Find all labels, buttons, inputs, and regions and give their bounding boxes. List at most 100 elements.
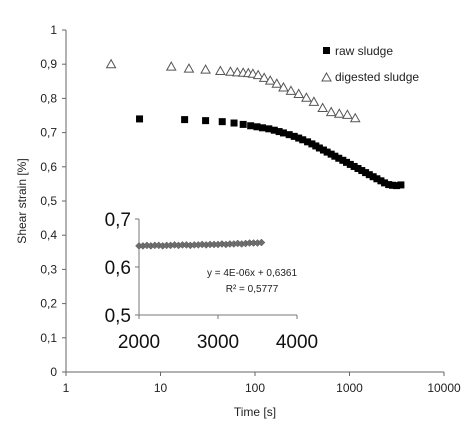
legend-digested-sludge-label: digested sludge xyxy=(335,70,419,84)
raw-sludge-point xyxy=(295,134,303,142)
x-tick-label: 100 xyxy=(245,381,265,395)
inset-point xyxy=(257,238,266,247)
legend-digested-sludge-marker xyxy=(321,71,332,82)
raw-sludge-point xyxy=(323,148,331,156)
raw-sludge-point xyxy=(362,169,370,177)
raw-sludge-point xyxy=(331,152,339,160)
raw-sludge-point xyxy=(381,179,389,187)
raw-sludge-point xyxy=(299,136,307,144)
digested-sludge-point xyxy=(285,85,297,95)
inset-series xyxy=(135,238,266,250)
raw-sludge-point xyxy=(319,146,327,154)
raw-sludge-point xyxy=(253,123,261,131)
raw-sludge-point xyxy=(304,138,312,146)
legend-raw-sludge-label: raw sludge xyxy=(335,44,393,58)
x-tick-label: 1000 xyxy=(336,381,363,395)
raw-sludge-point xyxy=(335,154,343,162)
digested-sludge-point xyxy=(105,58,117,69)
raw-sludge-point xyxy=(275,128,283,136)
raw-sludge-point xyxy=(343,158,351,166)
y-tick-label: 0,5 xyxy=(40,194,57,208)
raw-sludge-point xyxy=(388,181,396,189)
inset-r-squared: R² = 0,5777 xyxy=(226,284,279,295)
raw-sludge-point xyxy=(373,175,381,183)
digested-sludge-point xyxy=(301,92,312,102)
inset-y-tick-label: 0,7 xyxy=(105,210,131,231)
digested-sludge-point xyxy=(278,81,289,92)
raw-sludge-point xyxy=(218,118,226,126)
y-tick-label: 1 xyxy=(50,23,57,37)
y-tick-label: 0 xyxy=(50,365,57,379)
y-axis-ticks: 0 0,1 0,2 0,3 0,4 0,5 0,6 0,7 0,8 0,9 1 xyxy=(40,23,66,379)
x-tick-label: 10000 xyxy=(427,381,461,395)
digested-sludge-point xyxy=(183,63,195,73)
raw-sludge-point xyxy=(136,115,144,123)
raw-sludge-point xyxy=(285,131,293,139)
y-tick-label: 0,4 xyxy=(40,228,57,242)
main-plot: 0 0,1 0,2 0,3 0,4 0,5 0,6 0,7 0,8 0,9 1 1 10 100 1000… xyxy=(15,23,461,419)
raw-sludge-point xyxy=(350,162,358,170)
digested-sludge-point xyxy=(293,88,305,98)
inset-x-axis-ticks: 2000 3000 4000 xyxy=(118,315,318,353)
raw-sludge-point xyxy=(327,150,335,158)
y-tick-label: 0,1 xyxy=(40,331,57,345)
inset-x-tick-label: 2000 xyxy=(118,332,160,353)
y-tick-label: 0,2 xyxy=(40,297,57,311)
inset-y-tick-label: 0,5 xyxy=(105,306,131,327)
digested-sludge-point xyxy=(225,66,236,76)
raw-sludge-point xyxy=(239,120,247,128)
digested-sludge-point xyxy=(349,112,361,123)
y-tick-label: 0,6 xyxy=(40,160,57,174)
raw-sludge-point xyxy=(358,167,366,175)
digested-sludge-point xyxy=(215,65,226,76)
inset-trendline-equation: y = 4E-06x + 0,6361 xyxy=(207,268,298,279)
raw-sludge-point xyxy=(181,116,189,124)
raw-sludge-point xyxy=(315,144,323,152)
inset-y-tick-label: 0,6 xyxy=(105,258,131,279)
digested-sludge-point xyxy=(258,72,270,82)
y-tick-label: 0,9 xyxy=(40,57,57,71)
y-tick-label: 0,3 xyxy=(40,262,57,276)
legend-raw-sludge-marker xyxy=(323,47,330,54)
digested-sludge-point xyxy=(333,108,345,118)
inset-x-tick-label: 3000 xyxy=(197,332,239,353)
raw-sludge-point xyxy=(369,173,377,181)
x-axis-title: Time [s] xyxy=(234,405,276,419)
raw-sludge-series xyxy=(136,115,405,190)
digested-sludge-point xyxy=(264,75,276,85)
digested-sludge-point xyxy=(271,78,283,88)
raw-sludge-point xyxy=(346,160,354,168)
raw-sludge-point xyxy=(290,132,298,140)
inset-background xyxy=(134,217,300,316)
raw-sludge-point xyxy=(377,177,385,185)
digested-sludge-point xyxy=(200,64,211,74)
raw-sludge-point xyxy=(339,156,347,164)
raw-sludge-point xyxy=(397,181,405,189)
x-tick-label: 1 xyxy=(63,381,70,395)
digested-sludge-point xyxy=(308,96,320,106)
raw-sludge-point xyxy=(230,119,238,127)
raw-sludge-point xyxy=(202,117,210,125)
digested-sludge-point xyxy=(165,61,177,71)
digested-sludge-series xyxy=(105,58,361,123)
raw-sludge-point xyxy=(365,171,373,179)
digested-sludge-point xyxy=(317,102,329,112)
digested-sludge-point xyxy=(325,106,337,117)
raw-sludge-point xyxy=(247,122,255,130)
digested-sludge-point xyxy=(252,69,264,80)
y-axis-title: Shear strain [%] xyxy=(15,158,29,243)
raw-sludge-point xyxy=(312,142,320,150)
raw-sludge-point xyxy=(385,181,393,189)
raw-sludge-point xyxy=(354,165,362,173)
inset-x-tick-label: 4000 xyxy=(276,332,318,353)
x-axis-ticks: 1 10 100 1000 10000 xyxy=(63,372,461,395)
inset-y-axis-ticks: 0,5 0,6 0,7 xyxy=(105,210,139,327)
raw-sludge-point xyxy=(279,129,287,137)
y-tick-label: 0,8 xyxy=(40,91,57,105)
inset-plot: 0,5 0,6 0,7 2000 3000 4000 y = 4E-06x + 0,63… xyxy=(105,210,319,353)
raw-sludge-point xyxy=(258,124,266,132)
y-tick-label: 0,7 xyxy=(40,126,57,140)
raw-sludge-point xyxy=(265,125,273,133)
legend: raw sludge digested sludge xyxy=(321,44,419,84)
